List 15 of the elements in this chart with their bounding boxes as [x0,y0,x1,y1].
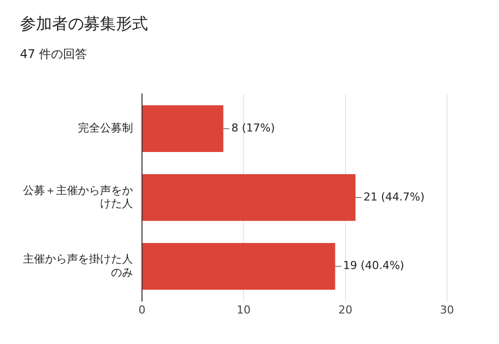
x-tick-label: 10 [236,303,251,316]
bar [142,242,336,290]
x-tick-label: 20 [338,303,352,316]
y-tick-label: 主催から声を掛けた人のみ [23,252,133,279]
y-tick-label: 公募＋主催から声をかけた人 [23,184,133,210]
chart-subtitle: 47 件の回答 [20,46,88,63]
data-label: 21 (44.7%) [364,190,425,204]
data-label: 19 (40.4%) [343,259,404,272]
y-tick-label: 完全公募制 [78,121,133,134]
x-tick-label: 30 [440,303,454,316]
bar [142,105,224,152]
data-label: 8 (17%) [231,121,275,134]
x-tick-label: 0 [138,303,146,316]
chart-title: 参加者の募集形式 [20,14,148,35]
bar [142,174,356,221]
